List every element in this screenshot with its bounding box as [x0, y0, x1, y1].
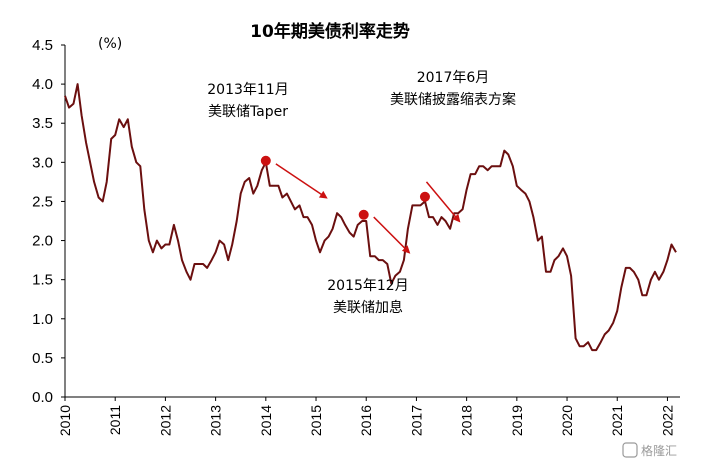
y-tick-label: 1.0 — [32, 311, 53, 328]
axes — [64, 45, 680, 398]
x-tick-label: 2018 — [459, 405, 475, 436]
x-tick-label: 2012 — [157, 405, 173, 436]
series-line — [64, 83, 677, 352]
unit-label: (%) — [98, 36, 122, 52]
watermark-logo-icon — [622, 442, 638, 458]
watermark-text: 格隆汇 — [641, 443, 677, 458]
x-tick-label: 2010 — [57, 405, 73, 436]
x-tick-label: 2011 — [107, 405, 123, 435]
annotation-text: 美联储披露缩表方案 — [390, 91, 516, 108]
event-markers — [260, 155, 430, 220]
series-lines — [64, 83, 677, 352]
annotation-arrow — [425, 181, 461, 223]
x-tick-label: 2015 — [308, 405, 324, 436]
x-tick-label: 2020 — [559, 405, 575, 436]
annotation-text: 2013年11月 — [207, 82, 288, 98]
y-tick-label: 3.5 — [32, 115, 53, 132]
y-tick-label: 2.0 — [32, 233, 53, 250]
annotation-text: 美联储Taper — [208, 104, 288, 120]
x-tick-label: 2016 — [358, 405, 374, 436]
x-tick-label: 2014 — [258, 405, 274, 436]
x-tick-label: 2022 — [659, 405, 675, 436]
tick-labels: 0.0 0.5 1.0 1.5 2.0 2.5 3.0 3.5 4.0 4.5 2010 2011 20… — [32, 37, 675, 436]
event-marker — [260, 155, 271, 166]
annotation-arrow — [373, 216, 411, 254]
annotation-arrow — [275, 163, 328, 199]
x-tick-label: 2021 — [609, 405, 625, 436]
y-tick-label: 2.5 — [32, 193, 53, 210]
annotation-text: 2015年12月 — [327, 278, 408, 294]
y-tick-label: 0.5 — [32, 350, 53, 367]
annotation-text: 2017年6月 — [417, 70, 490, 86]
x-tick-label: 2013 — [208, 405, 224, 436]
y-tick-label: 0.0 — [32, 389, 53, 406]
event-marker — [419, 191, 430, 202]
chart-title: 10年期美债利率走势 — [250, 21, 410, 42]
watermark: 格隆汇 — [622, 442, 677, 458]
y-tick-label: 3.0 — [32, 154, 53, 171]
annotation-arrows — [275, 163, 461, 254]
event-marker — [358, 209, 369, 220]
x-tick-label: 2019 — [509, 405, 525, 436]
annotation-text: 美联储加息 — [333, 299, 403, 316]
y-tick-label: 4.5 — [32, 37, 53, 54]
y-tick-label: 1.5 — [32, 272, 53, 289]
y-tick-label: 4.0 — [32, 76, 53, 93]
x-tick-label: 2017 — [408, 405, 424, 436]
